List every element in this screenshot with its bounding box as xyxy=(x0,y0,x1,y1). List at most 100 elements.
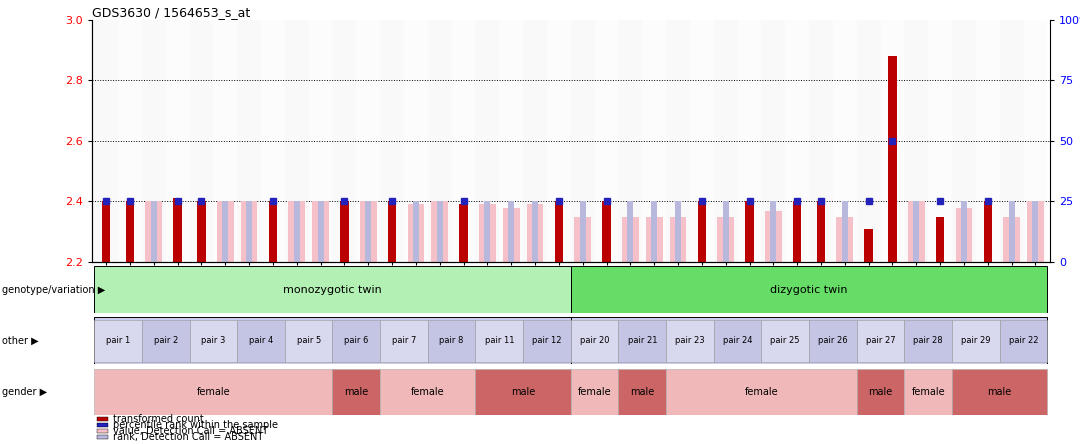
Bar xyxy=(690,20,714,262)
Bar xyxy=(146,202,162,262)
Bar xyxy=(785,20,809,262)
Bar xyxy=(1027,202,1043,262)
Text: dizygotic twin: dizygotic twin xyxy=(770,285,848,295)
Bar xyxy=(241,202,257,262)
Bar xyxy=(217,202,233,262)
Bar xyxy=(619,320,666,362)
Bar xyxy=(118,20,141,262)
Bar xyxy=(714,20,738,262)
Bar xyxy=(570,266,1048,313)
Bar xyxy=(723,202,729,262)
Bar xyxy=(643,20,666,262)
Bar xyxy=(222,202,228,262)
Bar xyxy=(1000,320,1048,362)
Bar xyxy=(125,202,134,262)
Bar xyxy=(603,202,610,262)
Bar xyxy=(809,20,833,262)
Bar xyxy=(480,205,496,262)
Bar xyxy=(627,202,633,262)
Bar xyxy=(151,202,157,262)
Bar xyxy=(312,202,329,262)
Bar xyxy=(1003,217,1020,262)
Text: pair 11: pair 11 xyxy=(485,336,514,345)
Bar xyxy=(485,202,490,262)
Bar xyxy=(864,229,873,262)
Bar xyxy=(738,20,761,262)
Bar xyxy=(765,210,782,262)
Bar xyxy=(816,202,825,262)
Bar xyxy=(407,205,424,262)
Text: rank, Detection Call = ABSENT: rank, Detection Call = ABSENT xyxy=(113,432,264,442)
Bar xyxy=(475,320,523,362)
Bar xyxy=(451,20,475,262)
Bar xyxy=(475,20,499,262)
Bar xyxy=(651,202,657,262)
Bar xyxy=(595,20,619,262)
Bar xyxy=(833,20,856,262)
Bar xyxy=(285,320,333,362)
Text: pair 1: pair 1 xyxy=(106,336,130,345)
Bar xyxy=(976,20,1000,262)
Bar xyxy=(761,320,809,362)
Bar xyxy=(288,202,305,262)
Bar xyxy=(333,20,356,262)
Text: male: male xyxy=(630,387,654,397)
Text: pair 6: pair 6 xyxy=(345,336,368,345)
Text: pair 26: pair 26 xyxy=(818,336,848,345)
Bar xyxy=(523,320,570,362)
Bar xyxy=(961,202,967,262)
Text: monozygotic twin: monozygotic twin xyxy=(283,285,382,295)
Bar xyxy=(570,320,619,362)
Bar xyxy=(174,198,181,262)
Bar xyxy=(94,20,118,262)
Text: transformed count: transformed count xyxy=(113,414,204,424)
Bar xyxy=(570,317,1048,364)
Text: pair 22: pair 22 xyxy=(1009,336,1038,345)
Bar xyxy=(365,202,372,262)
Bar xyxy=(856,20,880,262)
Bar xyxy=(436,202,443,262)
Bar xyxy=(388,202,396,262)
Bar xyxy=(546,20,571,262)
Text: pair 12: pair 12 xyxy=(532,336,562,345)
Bar xyxy=(953,369,1048,415)
Bar xyxy=(380,320,428,362)
Text: female: female xyxy=(197,387,230,397)
Bar xyxy=(340,202,349,262)
Bar xyxy=(413,202,419,262)
Bar xyxy=(509,202,514,262)
Bar xyxy=(141,320,189,362)
Bar xyxy=(622,217,638,262)
Text: pair 27: pair 27 xyxy=(866,336,895,345)
Text: pair 24: pair 24 xyxy=(723,336,753,345)
Text: male: male xyxy=(987,387,1012,397)
Bar xyxy=(936,217,944,262)
Bar xyxy=(499,20,523,262)
Bar xyxy=(428,320,475,362)
Bar xyxy=(333,369,380,415)
Bar xyxy=(294,202,300,262)
Bar xyxy=(318,202,324,262)
Bar xyxy=(333,320,380,362)
Bar xyxy=(619,369,666,415)
Text: pair 5: pair 5 xyxy=(297,336,321,345)
Text: other ▶: other ▶ xyxy=(2,336,39,346)
Bar xyxy=(675,202,681,262)
Bar xyxy=(793,202,801,262)
Bar xyxy=(94,369,333,415)
Bar xyxy=(285,20,309,262)
Bar xyxy=(761,20,785,262)
Bar xyxy=(428,20,451,262)
Text: female: female xyxy=(578,387,611,397)
Bar xyxy=(880,20,904,262)
Bar xyxy=(198,202,205,262)
Bar xyxy=(459,205,468,262)
Text: pair 20: pair 20 xyxy=(580,336,609,345)
Bar xyxy=(837,217,853,262)
Bar xyxy=(189,320,238,362)
Bar xyxy=(503,207,519,262)
Bar xyxy=(380,369,475,415)
Bar xyxy=(666,320,714,362)
Bar xyxy=(238,20,261,262)
Bar xyxy=(1024,20,1048,262)
